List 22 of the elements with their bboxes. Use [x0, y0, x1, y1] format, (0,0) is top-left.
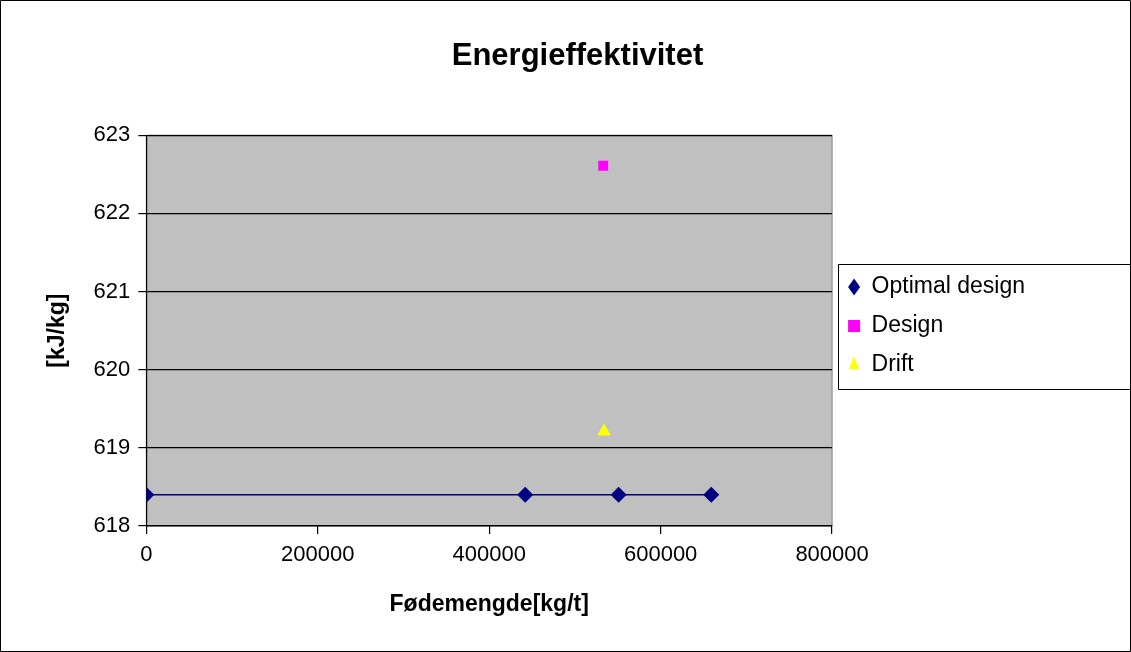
point [703, 486, 720, 503]
point [598, 160, 609, 171]
x-tick-label: 0 [140, 541, 153, 567]
y-tick-label: 623 [93, 121, 131, 147]
x-tick-label: 400000 [452, 541, 526, 567]
legend-label: Design [871, 311, 944, 338]
y-axis-title: [kJ/kg] [43, 293, 70, 368]
point [597, 423, 611, 436]
y-tick-label: 619 [93, 433, 131, 459]
x-axis-title: Fødemengde[kg/t] [389, 589, 589, 616]
x-tick-label: 800000 [795, 541, 869, 567]
y-tick-label: 621 [93, 277, 131, 303]
legend-label: Drift [871, 350, 915, 377]
y-tick-label: 618 [93, 512, 131, 538]
legend-label: Optimal design [871, 272, 1026, 299]
point [610, 486, 627, 503]
point [517, 486, 534, 503]
chart-title: Energieffektivitet [451, 37, 704, 73]
x-tick-label: 600000 [623, 541, 698, 567]
x-tick-label: 200000 [281, 541, 355, 567]
y-tick-label: 622 [93, 199, 131, 225]
y-tick-label: 620 [93, 355, 131, 381]
